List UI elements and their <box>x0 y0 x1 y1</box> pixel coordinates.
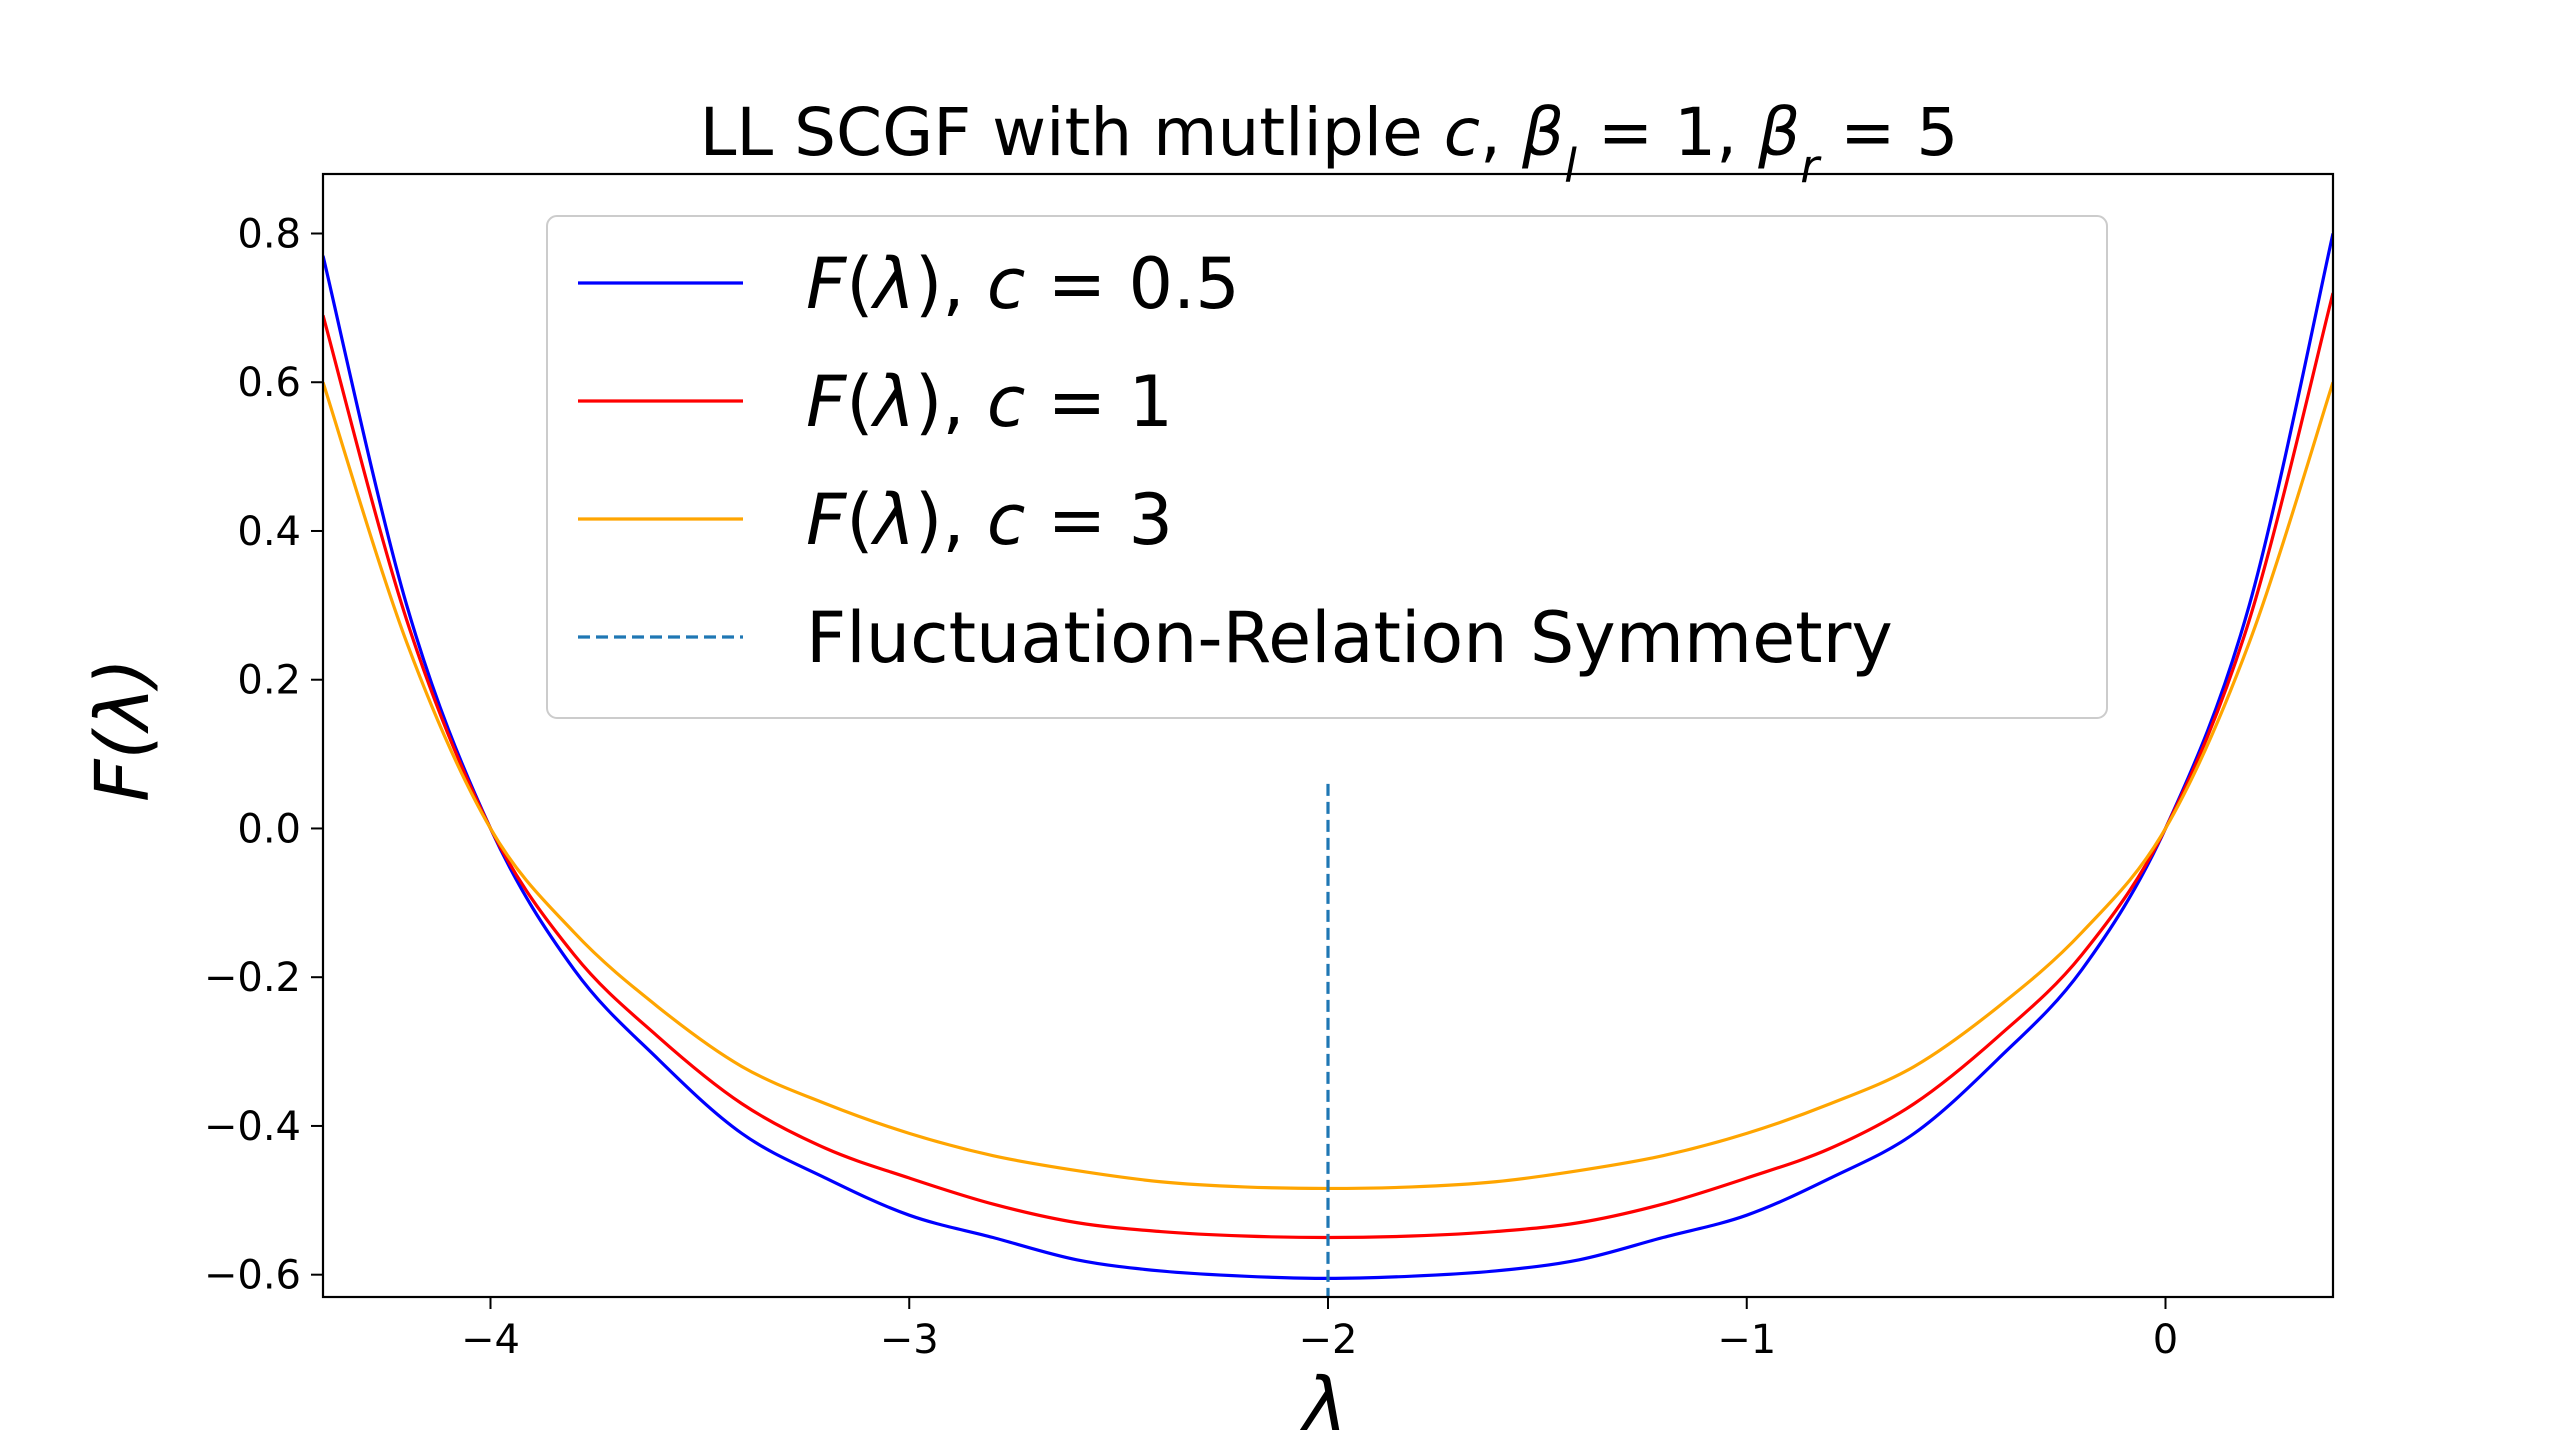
x-tick-label: 0 <box>2153 1317 2178 1363</box>
series-group <box>323 233 2333 1297</box>
legend-label-0: F(λ), c = 0.5 <box>806 243 1240 325</box>
y-tick-label: −0.6 <box>204 1253 301 1299</box>
y-tick-label: 0.6 <box>237 360 301 406</box>
y-tick-label: 0.2 <box>237 658 301 704</box>
title-part: , <box>1480 94 1522 171</box>
x-axis-label: λ <box>1299 1362 1347 1438</box>
y-tick-label: −0.2 <box>204 955 301 1001</box>
legend-box <box>546 215 2108 719</box>
x-tick-label: −3 <box>880 1317 939 1363</box>
plot-area: −4 −3 −2 −1 0 −0.6 −0.4 −0.2 0.0 0.2 0.4 0.6 0.8 <box>204 172 2335 1363</box>
x-tick-label: −4 <box>461 1317 520 1363</box>
legend-label-2: F(λ), c = 3 <box>806 479 1173 561</box>
x-tick-label: −2 <box>1299 1317 1358 1363</box>
title-part: l <box>1564 139 1577 193</box>
y-tick-label: −0.4 <box>204 1104 301 1150</box>
title-part: LL SCGF with mutliple <box>700 94 1444 171</box>
title-part: = 5 <box>1819 94 1958 171</box>
title-part: = 1, <box>1577 94 1758 171</box>
y-tick-label: 0.4 <box>237 509 301 555</box>
title-part: r <box>1800 139 1822 193</box>
title-part: c <box>1444 94 1480 171</box>
legend-label-1: F(λ), c = 1 <box>806 361 1173 443</box>
title-part: β <box>1757 94 1800 171</box>
legend: F(λ), c = 0.5 F(λ), c = 1 F(λ), c = 3 Fluct… <box>546 215 2108 719</box>
title-part: β <box>1521 94 1564 171</box>
x-tick-label: −1 <box>1717 1317 1776 1363</box>
legend-label-symmetry: Fluctuation-Relation Symmetry <box>806 597 1893 679</box>
chart-title: LL SCGF with mutliple c, βl = 1, βr = 5 <box>700 94 1959 193</box>
y-axis-label: F(λ) <box>80 658 166 802</box>
y-tick-label: 0.0 <box>237 806 301 852</box>
y-tick-label: 0.8 <box>237 211 301 257</box>
